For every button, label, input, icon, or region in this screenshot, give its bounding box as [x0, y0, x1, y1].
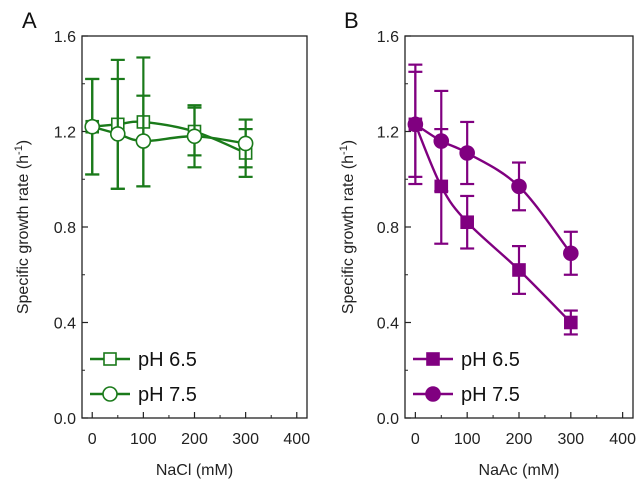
data-point — [512, 263, 526, 277]
series-2 — [407, 70, 579, 276]
legend-marker — [426, 352, 440, 366]
data-point — [459, 145, 475, 161]
legend-label: pH 6.5 — [138, 349, 197, 371]
panel-label: A — [22, 8, 37, 33]
panel-a: 0.0 0.4 0.8 1.2 1.6 0 100 200 300 400 NaCl (mM) Spe… — [13, 8, 310, 479]
x-tick-label: 0 — [411, 431, 420, 448]
x-tick-label: 0 — [88, 431, 97, 448]
y-tick-label: 1.6 — [54, 29, 76, 46]
y-tick-label: 1.6 — [377, 29, 399, 46]
data-point — [460, 215, 474, 230]
legend-marker — [425, 386, 441, 402]
legend-entry: pH 6.5 — [90, 349, 197, 371]
data-point — [563, 245, 579, 262]
series-2 — [84, 77, 254, 190]
y-tick-label: 0.8 — [377, 220, 399, 237]
data-point — [84, 118, 101, 135]
legend-marker — [102, 386, 118, 402]
legend-entry: pH 7.5 — [90, 384, 197, 406]
legend-entry: pH 7.5 — [413, 384, 520, 406]
y-axis-title: Specific growth rate (h-1) — [13, 140, 32, 314]
legend-entry: pH 6.5 — [413, 349, 520, 371]
legend-marker — [103, 352, 117, 366]
x-tick-label: 100 — [454, 431, 481, 448]
y-tick-label: 0.4 — [54, 316, 76, 333]
x-tick-label: 400 — [609, 431, 636, 448]
x-tick-label: 200 — [506, 431, 533, 448]
x-axis-title: NaCl (mM) — [156, 462, 233, 479]
panel-b: 0.0 0.4 0.8 1.2 1.6 0 100 200 300 400 NaAc (mM) Spe… — [338, 8, 636, 479]
x-tick-label: 400 — [283, 431, 310, 448]
y-tick-label: 1.2 — [54, 125, 76, 142]
y-tick-label: 0.0 — [54, 411, 76, 428]
series-line — [414, 123, 572, 324]
y-axis-title: Specific growth rate (h-1) — [338, 140, 357, 314]
data-point — [511, 178, 527, 195]
legend-label: pH 7.5 — [461, 384, 520, 406]
y-tick-label: 0.8 — [54, 220, 76, 237]
series-1 — [408, 63, 578, 336]
y-tick-label: 0.4 — [377, 316, 399, 333]
x-tick-label: 100 — [130, 431, 157, 448]
legend-label: pH 6.5 — [461, 349, 520, 371]
y-tick-label: 0.0 — [377, 411, 399, 428]
data-point — [109, 126, 126, 142]
x-tick-label: 300 — [232, 431, 259, 448]
x-tick-label: 200 — [181, 431, 208, 448]
legend-label: pH 7.5 — [138, 384, 197, 406]
data-point — [237, 135, 254, 152]
data-point — [186, 128, 203, 145]
x-tick-label: 300 — [557, 431, 584, 448]
data-point — [433, 133, 450, 149]
y-tick-label: 1.2 — [377, 125, 399, 142]
data-point — [564, 315, 578, 330]
x-axis-title: NaAc (mM) — [479, 462, 560, 479]
series-1 — [85, 56, 253, 190]
panel-label: B — [344, 8, 359, 33]
data-point — [135, 133, 152, 149]
data-point — [407, 116, 424, 133]
